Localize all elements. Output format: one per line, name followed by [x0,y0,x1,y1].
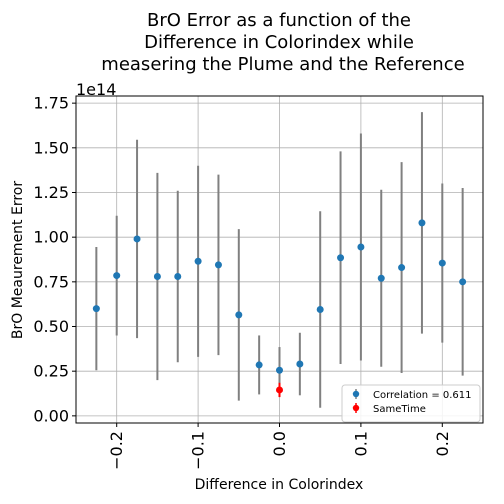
data-point [235,311,243,319]
data-point [174,272,182,280]
y-tick-label: 0.00 [33,406,69,425]
legend-label-sametime: SameTime [373,404,426,415]
chart-title-line-2: Difference in Colorindex while [144,32,414,53]
legend-entry-sametime [352,403,360,413]
x-tick-label: 0.1 [351,431,370,456]
x-axis-label: Difference in Colorindex [195,477,364,493]
data-point [276,386,283,394]
x-tick-label: 0.0 [270,431,289,456]
data-point [255,361,263,369]
data-point [276,366,283,374]
data-point [377,274,385,282]
y-axis-label: BrO Meaurement Error [10,181,26,339]
x-tick-label: 0.2 [433,431,452,456]
data-point [357,243,365,251]
legend: Correlation = 0.611 SameTime [341,384,481,423]
legend-label-correlation: Correlation = 0.611 [373,390,472,401]
data-point [296,360,304,368]
data-point [459,278,467,286]
data-point [418,219,426,227]
y-tick-label: 1.75 [33,94,69,113]
data-point [214,261,222,269]
y-offset-label: 1e14 [76,80,116,99]
data-point [133,235,141,243]
plot-area: −0.2 −0.1 0.0 0.1 0.2 0.00 0.25 0.50 0.75 1.00 1.2… [33,94,484,470]
data-point [438,259,446,267]
legend-marker [352,390,360,398]
y-tick-label: 1.50 [33,138,69,157]
y-tick-label: 0.50 [33,317,69,336]
data-point [316,306,324,314]
legend-marker [352,404,360,412]
data-point [153,272,161,280]
chart-title-line-1: BrO Error as a function of the [147,10,411,31]
y-tick-label: 1.25 [33,183,69,202]
data-point [398,264,406,272]
y-tick-label: 1.00 [33,228,69,247]
y-tick-label: 0.25 [33,362,69,381]
x-tick-label: −0.2 [107,431,126,470]
x-tick-label: −0.1 [189,431,208,470]
y-tick-label: 0.75 [33,272,69,291]
data-point [194,257,202,265]
data-point [92,305,100,313]
data-point [337,254,345,262]
legend-box [341,384,481,423]
chart-title-line-3: measering the Plume and the Reference [101,54,464,75]
data-point [113,272,121,280]
legend-entry-correlation [352,389,360,399]
